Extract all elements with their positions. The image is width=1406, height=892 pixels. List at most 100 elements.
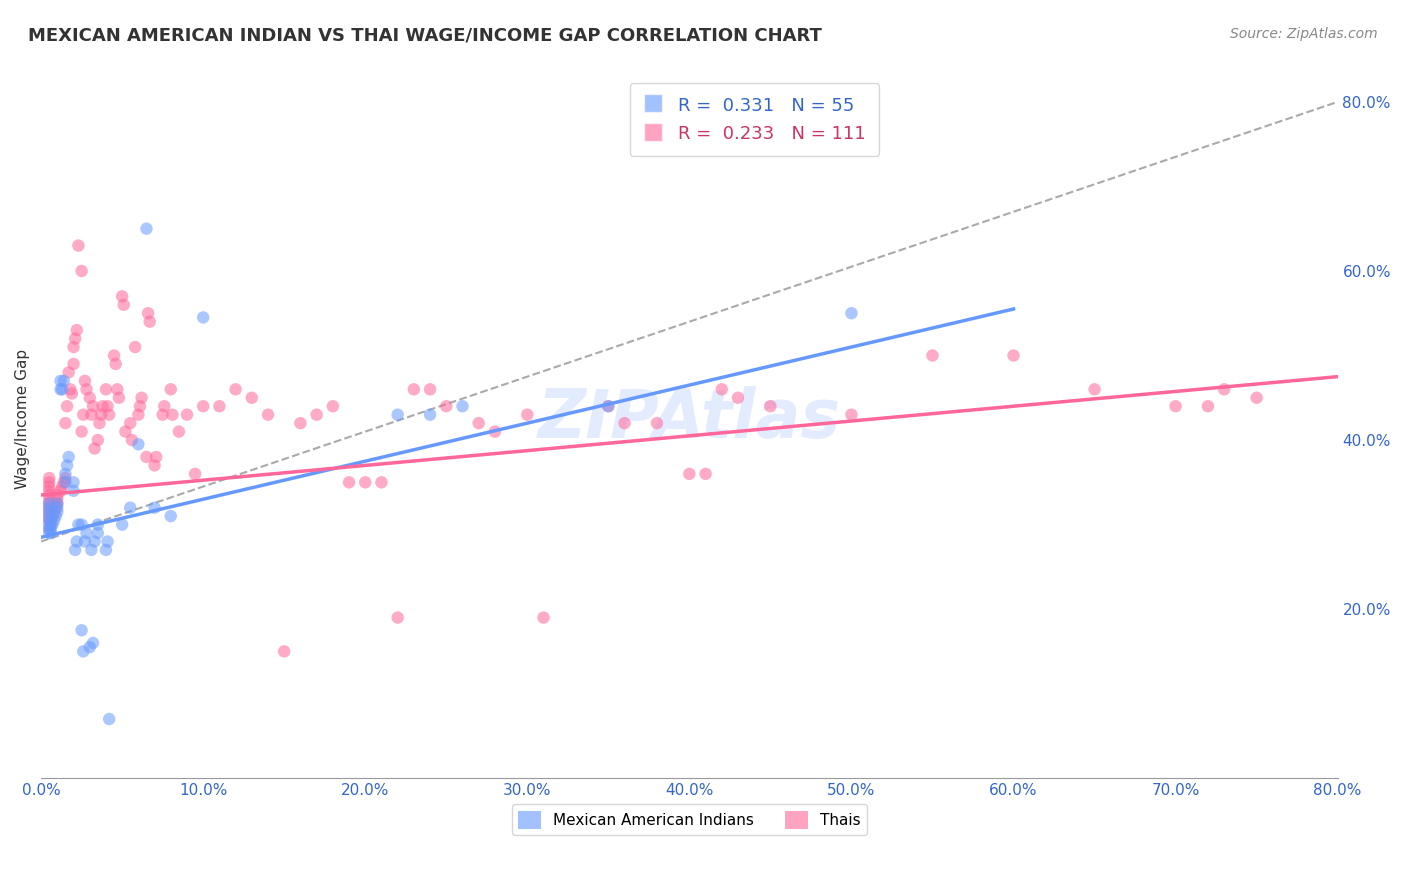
Point xyxy=(145,450,167,464)
Point xyxy=(127,437,149,451)
Point xyxy=(51,382,73,396)
Point xyxy=(112,298,135,312)
Point xyxy=(598,399,620,413)
Point xyxy=(467,416,489,430)
Point xyxy=(94,543,117,558)
Point xyxy=(52,374,75,388)
Point xyxy=(695,467,717,481)
Point xyxy=(76,382,98,396)
Point xyxy=(193,399,215,413)
Point xyxy=(55,475,77,490)
Point xyxy=(38,479,60,493)
Point xyxy=(419,382,441,396)
Point xyxy=(159,509,181,524)
Point xyxy=(98,408,121,422)
Point xyxy=(38,496,60,510)
Point xyxy=(98,712,121,726)
Point xyxy=(1083,382,1105,396)
Point xyxy=(39,517,62,532)
Point xyxy=(41,509,63,524)
Point xyxy=(484,425,506,439)
Point xyxy=(1246,391,1268,405)
Point xyxy=(516,408,538,422)
Point xyxy=(38,505,60,519)
Point xyxy=(80,408,103,422)
Point xyxy=(135,450,157,464)
Point xyxy=(131,391,153,405)
Point xyxy=(273,644,295,658)
Point xyxy=(80,543,103,558)
Point xyxy=(79,640,101,655)
Point xyxy=(83,442,105,456)
Point xyxy=(38,522,60,536)
Point xyxy=(42,513,65,527)
Point xyxy=(129,399,152,413)
Point xyxy=(120,416,142,430)
Point xyxy=(73,374,96,388)
Point xyxy=(73,534,96,549)
Point xyxy=(38,509,60,524)
Point xyxy=(55,467,77,481)
Point xyxy=(1197,399,1219,413)
Point xyxy=(79,391,101,405)
Point xyxy=(111,517,134,532)
Text: ZIPAtlas: ZIPAtlas xyxy=(538,386,841,452)
Point xyxy=(38,492,60,507)
Point xyxy=(114,425,136,439)
Point xyxy=(62,340,84,354)
Point xyxy=(921,349,943,363)
Point xyxy=(38,496,60,510)
Point xyxy=(91,399,114,413)
Point xyxy=(55,471,77,485)
Point xyxy=(90,408,112,422)
Point xyxy=(136,306,159,320)
Point xyxy=(46,500,69,515)
Point xyxy=(96,534,118,549)
Point xyxy=(127,408,149,422)
Point xyxy=(111,289,134,303)
Point xyxy=(38,488,60,502)
Point xyxy=(613,416,636,430)
Point xyxy=(38,505,60,519)
Point xyxy=(678,467,700,481)
Text: MEXICAN AMERICAN INDIAN VS THAI WAGE/INCOME GAP CORRELATION CHART: MEXICAN AMERICAN INDIAN VS THAI WAGE/INC… xyxy=(28,27,823,45)
Point xyxy=(56,399,79,413)
Point xyxy=(49,382,72,396)
Point xyxy=(387,408,409,422)
Point xyxy=(55,416,77,430)
Point xyxy=(59,382,82,396)
Point xyxy=(49,483,72,498)
Point xyxy=(759,399,782,413)
Point xyxy=(70,425,93,439)
Point xyxy=(143,458,166,473)
Point xyxy=(87,517,110,532)
Point xyxy=(645,416,668,430)
Point xyxy=(451,399,474,413)
Point xyxy=(153,399,176,413)
Point xyxy=(38,513,60,527)
Point xyxy=(67,238,90,252)
Point xyxy=(193,310,215,325)
Point xyxy=(402,382,425,396)
Point xyxy=(103,349,125,363)
Point xyxy=(38,526,60,541)
Point xyxy=(135,221,157,235)
Point xyxy=(46,496,69,510)
Point xyxy=(83,534,105,549)
Point xyxy=(184,467,207,481)
Point xyxy=(710,382,733,396)
Point xyxy=(138,315,160,329)
Point xyxy=(727,391,749,405)
Point xyxy=(45,509,67,524)
Point xyxy=(370,475,392,490)
Point xyxy=(143,500,166,515)
Point xyxy=(60,386,83,401)
Point xyxy=(46,488,69,502)
Point xyxy=(159,382,181,396)
Point xyxy=(38,517,60,532)
Point xyxy=(58,450,80,464)
Point xyxy=(62,357,84,371)
Point xyxy=(322,399,344,413)
Point xyxy=(38,475,60,490)
Point xyxy=(38,483,60,498)
